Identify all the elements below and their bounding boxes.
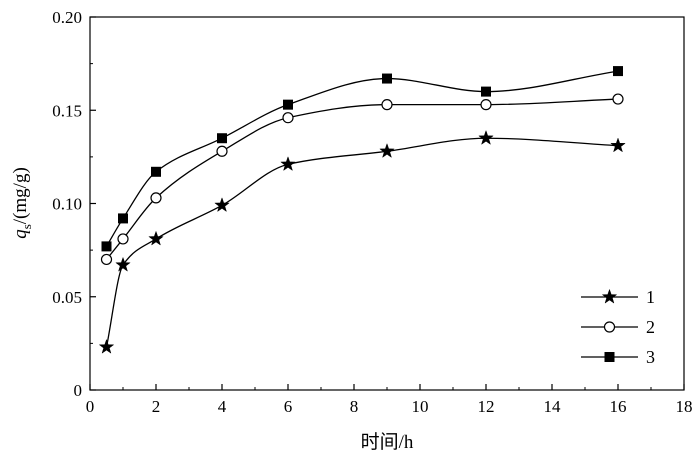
series-1-point <box>148 230 164 246</box>
series-3-point <box>283 99 293 110</box>
x-tick-label: 2 <box>152 397 161 416</box>
legend-marker-3 <box>604 352 615 362</box>
series-3-point <box>118 213 128 224</box>
series-1-point <box>610 137 626 153</box>
series-3-point <box>101 241 112 252</box>
series-1-point <box>280 156 296 172</box>
series-1-point <box>214 197 230 213</box>
x-tick-label: 4 <box>218 397 227 416</box>
series-1-point <box>98 338 115 354</box>
legend-label-2: 2 <box>646 317 655 337</box>
series-2-point <box>381 99 393 111</box>
series-3-point <box>481 86 491 97</box>
y-tick-label: 0 <box>74 381 83 400</box>
x-tick-label: 0 <box>86 397 95 416</box>
series-2-point <box>216 145 228 157</box>
y-tick-label: 0.10 <box>52 195 82 214</box>
series-2-point <box>100 253 113 266</box>
series-2-point <box>612 93 624 105</box>
series-1-point <box>115 256 131 272</box>
y-tick-label: 0.20 <box>52 8 82 27</box>
legend-label-3: 3 <box>646 347 655 367</box>
legend-label-1: 1 <box>646 287 655 307</box>
series-2-point <box>282 112 294 124</box>
y-tick-label: 0.15 <box>52 101 82 120</box>
series-3-point <box>613 66 623 77</box>
y-axis-unit: /(mg/g) <box>10 167 31 224</box>
x-tick-label: 8 <box>350 397 359 416</box>
legend-marker-2 <box>603 321 616 333</box>
series-2-line <box>105 98 619 260</box>
y-tick-label: 0.05 <box>52 288 82 307</box>
series-2-point <box>117 233 129 245</box>
x-tick-label: 10 <box>412 397 429 416</box>
series-1-line <box>105 137 619 348</box>
legend: 1 2 3 <box>581 287 655 367</box>
series-2-point <box>480 99 492 111</box>
x-tick-label: 14 <box>544 397 562 416</box>
plot-frame <box>89 16 685 391</box>
series-2-point <box>150 192 162 204</box>
series-3-point <box>217 133 227 144</box>
series-layer <box>98 66 626 354</box>
x-tick-label: 16 <box>610 397 627 416</box>
series-3-point <box>382 73 392 84</box>
series-1-point <box>478 129 494 145</box>
x-tick-label: 12 <box>478 397 495 416</box>
y-axis-title: qs/(mg/g) <box>10 167 34 239</box>
series-1-point <box>379 143 395 158</box>
legend-marker-1 <box>601 288 618 304</box>
y-axis-subscript: s <box>19 224 34 229</box>
series-3-line <box>105 70 619 247</box>
x-tick-label: 18 <box>676 397 693 416</box>
y-axis-symbol: q <box>10 229 31 239</box>
x-tick-label: 6 <box>284 397 293 416</box>
x-axis-title: 时间/h <box>361 431 414 453</box>
series-3-point <box>151 166 161 177</box>
